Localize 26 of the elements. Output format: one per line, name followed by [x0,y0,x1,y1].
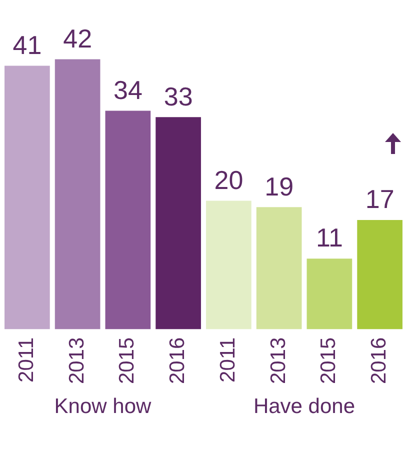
x-tick-label: 2016 [166,337,190,384]
data-label: 11 [316,222,343,253]
bar [206,200,252,330]
bar [256,207,302,330]
data-label: 42 [63,23,92,54]
x-tick-label: 2016 [368,337,391,384]
text: Know how [53,394,152,420]
bar [306,258,352,330]
x-tick-label: 2011 [14,337,38,382]
x-tick-label: 2015 [317,337,340,384]
x-tick-label: 2013 [266,337,290,384]
x-tick-label: 2015 [116,337,139,384]
bar [105,110,151,330]
x-tick-label: 2011 [216,337,240,382]
bar [4,66,50,330]
data-label: 19 [264,171,294,202]
data-label: 34 [113,74,142,105]
data-label: 41 [12,30,42,60]
bar [54,59,100,330]
x-tick-label: 2013 [65,337,88,384]
data-label: 33 [164,81,193,112]
bar [156,117,201,330]
data-label: 20 [214,164,244,195]
text: Have done [252,394,356,420]
data-label: 17 [365,184,394,214]
bar [357,220,402,330]
